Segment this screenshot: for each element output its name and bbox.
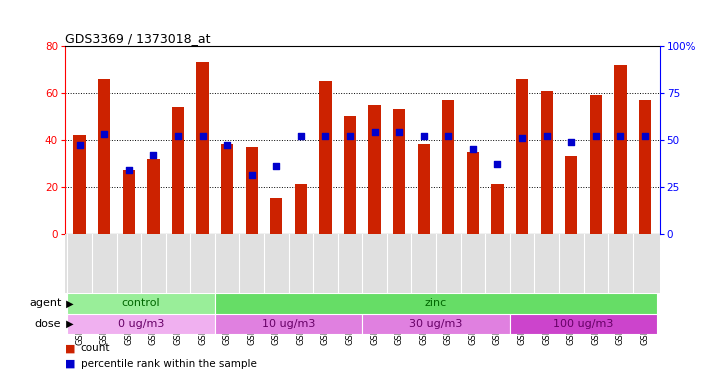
- Text: ■: ■: [65, 359, 76, 369]
- Bar: [270, 199, 283, 233]
- Point: [172, 133, 184, 139]
- Point: [148, 152, 159, 158]
- Bar: [491, 184, 504, 233]
- Text: 100 ug/m3: 100 ug/m3: [553, 319, 614, 329]
- Bar: [98, 79, 110, 233]
- Point: [319, 133, 331, 139]
- Point: [246, 172, 257, 179]
- Point: [123, 167, 135, 173]
- Point: [270, 163, 282, 169]
- Bar: [67, 293, 215, 314]
- Point: [467, 146, 479, 152]
- Bar: [541, 91, 553, 233]
- Bar: [147, 159, 159, 233]
- Bar: [417, 144, 430, 233]
- Point: [394, 129, 405, 136]
- Text: 30 ug/m3: 30 ug/m3: [410, 319, 463, 329]
- Point: [418, 133, 430, 139]
- Point: [492, 161, 503, 167]
- Text: 10 ug/m3: 10 ug/m3: [262, 319, 315, 329]
- Bar: [516, 79, 528, 233]
- Text: ■: ■: [65, 343, 76, 353]
- Bar: [215, 293, 658, 314]
- Bar: [172, 107, 184, 233]
- Text: percentile rank within the sample: percentile rank within the sample: [81, 359, 257, 369]
- Bar: [614, 65, 627, 233]
- Bar: [466, 152, 479, 233]
- Bar: [123, 170, 135, 233]
- Bar: [565, 156, 578, 233]
- Text: dose: dose: [35, 319, 61, 329]
- Point: [443, 133, 454, 139]
- Point: [197, 133, 208, 139]
- Bar: [196, 63, 208, 233]
- Point: [74, 142, 85, 149]
- Point: [369, 129, 381, 136]
- Text: GDS3369 / 1373018_at: GDS3369 / 1373018_at: [65, 32, 211, 45]
- Text: control: control: [122, 298, 160, 308]
- Point: [295, 133, 306, 139]
- Point: [221, 142, 233, 149]
- Bar: [74, 135, 86, 233]
- Bar: [246, 147, 258, 233]
- Point: [565, 139, 577, 145]
- Point: [614, 133, 626, 139]
- Point: [344, 133, 355, 139]
- Bar: [393, 109, 405, 233]
- Bar: [215, 314, 363, 334]
- Bar: [67, 314, 215, 334]
- Text: agent: agent: [29, 298, 61, 308]
- Bar: [442, 100, 454, 233]
- Point: [590, 133, 601, 139]
- Point: [99, 131, 110, 137]
- Text: count: count: [81, 343, 110, 353]
- Text: ▶: ▶: [63, 298, 74, 308]
- Point: [640, 133, 651, 139]
- Bar: [221, 144, 234, 233]
- Bar: [590, 95, 602, 233]
- Text: zinc: zinc: [425, 298, 447, 308]
- Text: 0 ug/m3: 0 ug/m3: [118, 319, 164, 329]
- Bar: [510, 314, 658, 334]
- Bar: [368, 105, 381, 233]
- Bar: [639, 100, 651, 233]
- Text: ▶: ▶: [63, 319, 74, 329]
- Bar: [295, 184, 307, 233]
- Point: [541, 133, 552, 139]
- Bar: [319, 81, 332, 233]
- Point: [516, 135, 528, 141]
- Bar: [362, 314, 510, 334]
- Bar: [344, 116, 356, 233]
